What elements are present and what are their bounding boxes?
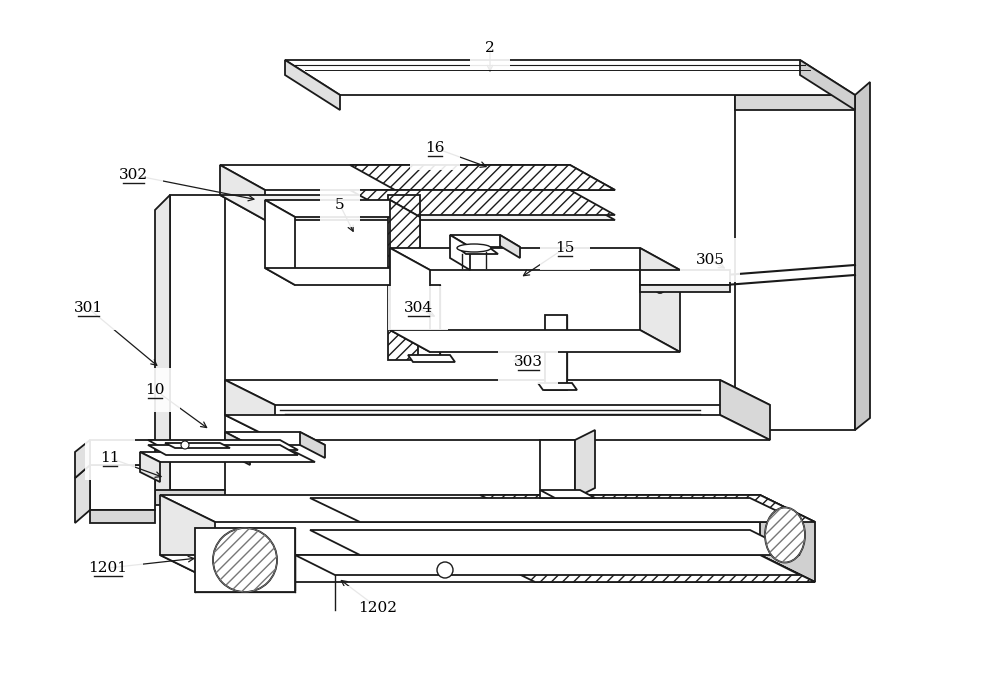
Polygon shape: [540, 490, 595, 498]
Circle shape: [181, 441, 189, 449]
Polygon shape: [90, 510, 155, 523]
Polygon shape: [390, 330, 680, 352]
Polygon shape: [285, 60, 855, 95]
Text: 10: 10: [145, 383, 165, 397]
Polygon shape: [225, 380, 770, 405]
Polygon shape: [148, 440, 298, 450]
Circle shape: [437, 562, 453, 578]
Polygon shape: [390, 248, 430, 352]
Polygon shape: [225, 415, 770, 440]
Polygon shape: [220, 165, 615, 190]
Polygon shape: [640, 285, 730, 292]
Polygon shape: [800, 60, 855, 110]
Polygon shape: [735, 95, 855, 110]
Polygon shape: [450, 235, 470, 270]
Polygon shape: [390, 200, 420, 285]
Polygon shape: [540, 440, 575, 498]
Polygon shape: [418, 285, 440, 360]
Polygon shape: [285, 60, 340, 110]
Polygon shape: [760, 495, 815, 582]
Polygon shape: [640, 270, 730, 285]
Polygon shape: [75, 465, 90, 523]
Polygon shape: [350, 165, 615, 190]
Text: 305: 305: [696, 253, 724, 267]
Polygon shape: [75, 440, 90, 478]
Text: 302: 302: [118, 168, 148, 182]
Polygon shape: [350, 190, 615, 215]
Polygon shape: [575, 430, 595, 498]
Polygon shape: [480, 495, 815, 522]
Polygon shape: [155, 195, 170, 505]
Ellipse shape: [457, 244, 491, 252]
Polygon shape: [640, 248, 680, 352]
Polygon shape: [265, 200, 420, 217]
Polygon shape: [170, 195, 225, 490]
Ellipse shape: [765, 508, 805, 562]
Polygon shape: [310, 498, 800, 522]
Text: 16: 16: [425, 141, 445, 155]
Text: 301: 301: [73, 301, 103, 315]
Polygon shape: [408, 355, 455, 362]
Text: 303: 303: [514, 355, 542, 369]
Polygon shape: [148, 445, 298, 455]
Polygon shape: [160, 495, 215, 582]
Polygon shape: [140, 452, 315, 462]
Polygon shape: [538, 383, 577, 390]
Polygon shape: [265, 268, 420, 285]
Ellipse shape: [654, 277, 666, 293]
Text: 1202: 1202: [359, 601, 398, 615]
Polygon shape: [450, 235, 520, 247]
Polygon shape: [90, 440, 155, 465]
Polygon shape: [310, 530, 800, 555]
Polygon shape: [225, 432, 325, 445]
Polygon shape: [160, 555, 815, 582]
Polygon shape: [155, 490, 225, 505]
Polygon shape: [855, 82, 870, 430]
Polygon shape: [735, 95, 855, 430]
Polygon shape: [545, 315, 567, 390]
Polygon shape: [720, 380, 770, 440]
Polygon shape: [295, 555, 800, 575]
Text: 304: 304: [403, 301, 433, 315]
Text: 2: 2: [485, 41, 495, 55]
Polygon shape: [220, 195, 615, 220]
Polygon shape: [160, 495, 815, 522]
Polygon shape: [140, 452, 160, 482]
Text: 5: 5: [335, 198, 345, 212]
Polygon shape: [265, 200, 295, 285]
Polygon shape: [458, 248, 498, 254]
Text: 1201: 1201: [89, 561, 128, 575]
Circle shape: [213, 528, 277, 592]
Polygon shape: [165, 443, 230, 448]
Polygon shape: [480, 555, 815, 582]
Text: 15: 15: [555, 241, 575, 255]
Polygon shape: [195, 528, 295, 592]
Polygon shape: [225, 432, 250, 465]
Polygon shape: [388, 195, 420, 360]
Text: 11: 11: [100, 451, 120, 465]
Polygon shape: [500, 235, 520, 258]
Polygon shape: [390, 248, 680, 270]
Polygon shape: [300, 432, 325, 458]
Polygon shape: [225, 380, 275, 440]
Polygon shape: [220, 165, 265, 220]
Polygon shape: [90, 465, 155, 510]
